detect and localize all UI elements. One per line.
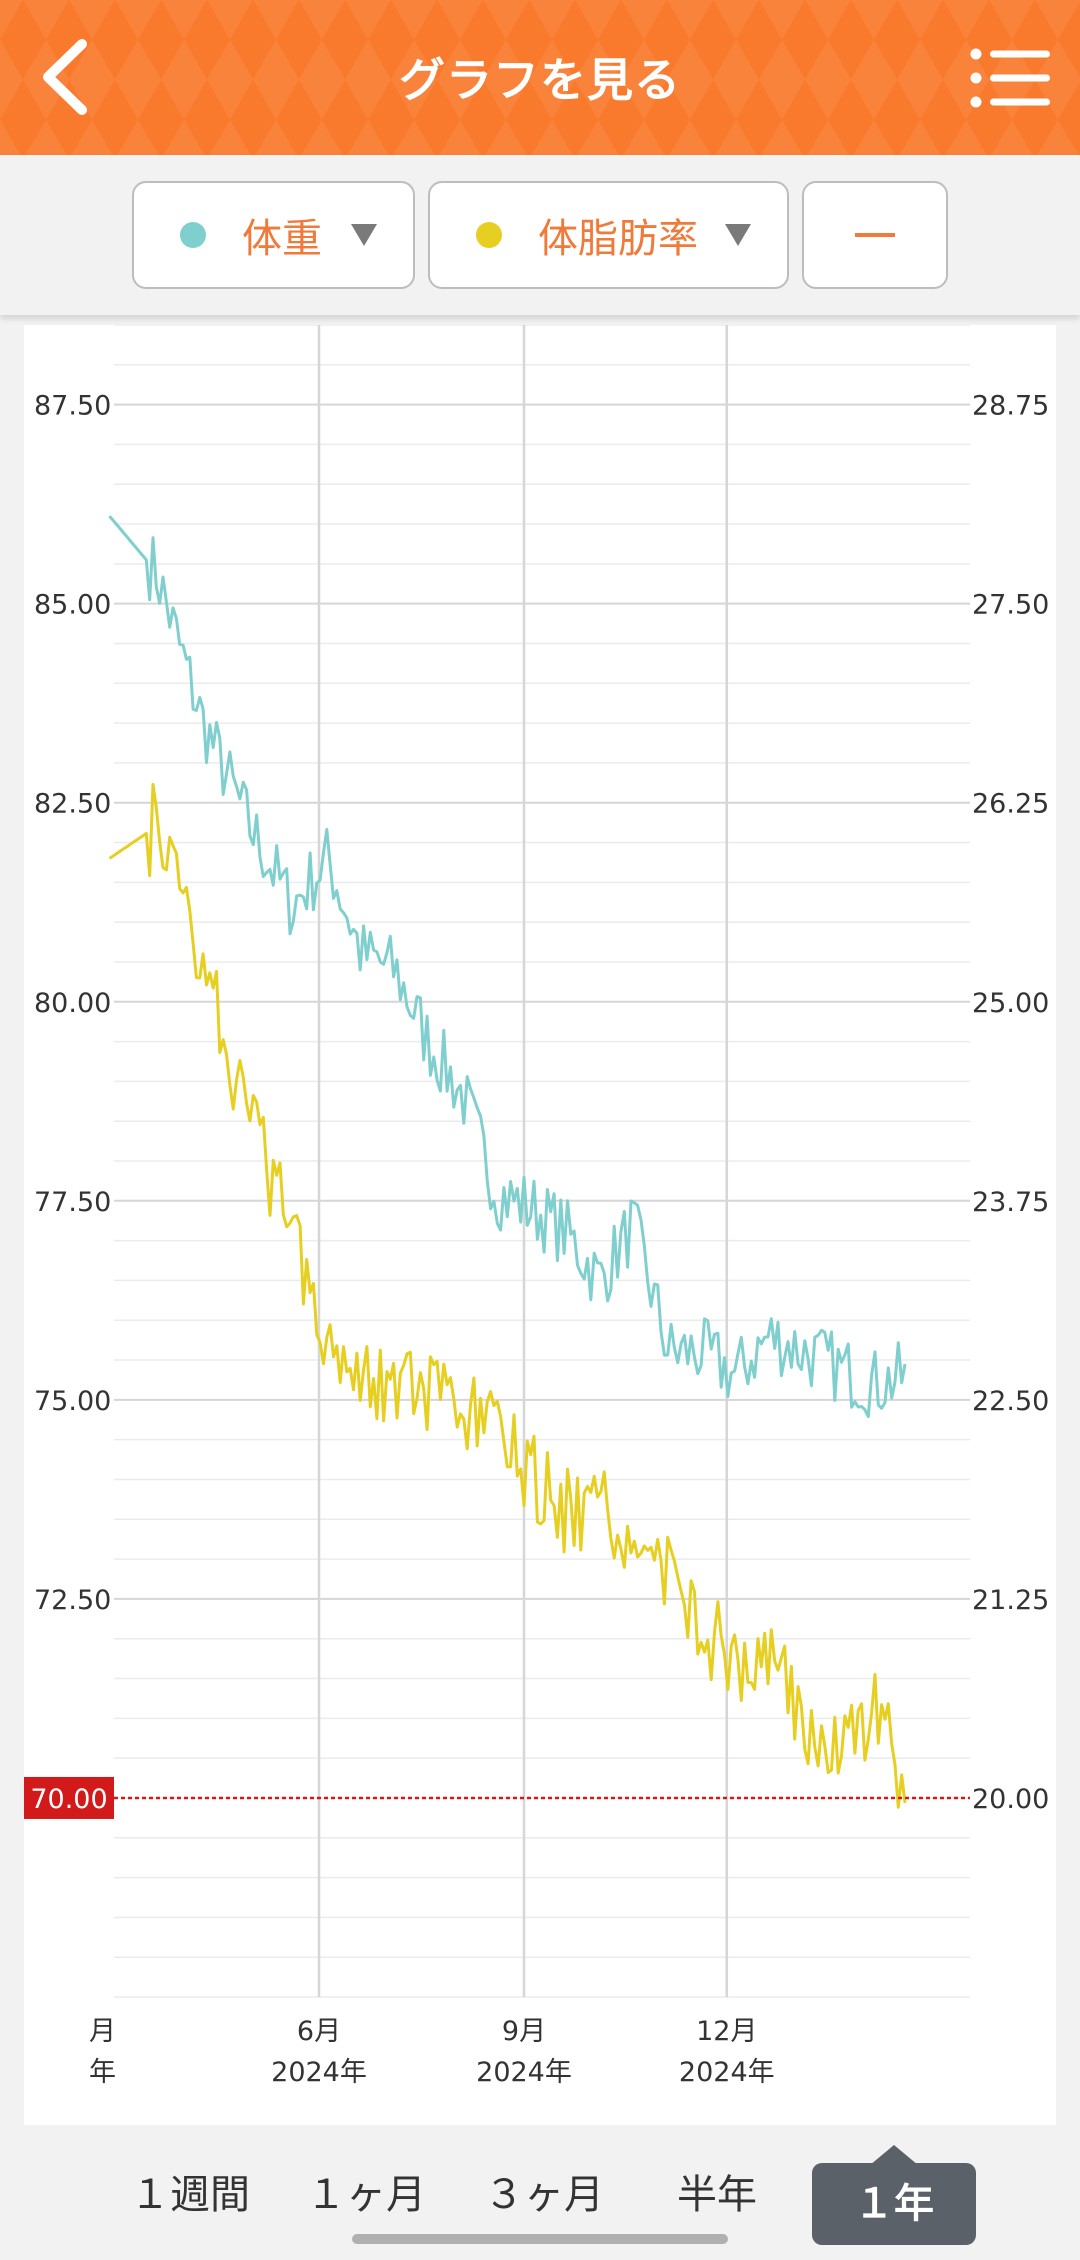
goal-label: 70.00 [30,1784,107,1815]
chevron-left-icon [43,39,87,115]
right-axis-tick-label: 23.75 [972,1187,1049,1218]
right-axis-tick-label: 21.25 [972,1585,1049,1616]
body-fat-series-selector[interactable]: 体脂肪率 [428,181,789,289]
body-fat-series-line [108,782,907,1809]
minus-icon [855,233,895,237]
body-fat-selector-label: 体脂肪率 [538,216,698,262]
left-axis-tick-label: 82.50 [34,789,111,820]
left-axis-tick-label: 72.50 [34,1585,111,1616]
menu-button[interactable] [970,48,1052,108]
left-axis-tick-label: 85.00 [34,590,111,621]
x-axis-month-label: 9月 [502,2016,546,2047]
dropdown-triangle-icon [351,224,377,246]
weight-selector-label: 体重 [242,216,322,262]
home-indicator[interactable] [352,2234,728,2244]
chart-panel: 87.50 85.00 82.50 80.00 77.50 75.00 72.50 28.75… [24,325,1056,2125]
right-axis-tick-label: 20.00 [972,1784,1049,1815]
x-axis-month-label: 6月 [297,2016,341,2047]
tab-half-year[interactable]: 半年 [677,2172,757,2218]
x-axis-year-label: 2024年 [476,2057,572,2088]
tab-3-months[interactable]: ３ヶ月 [484,2172,604,2218]
right-axis-tick-label: 27.50 [972,590,1049,621]
weight-body-fat-chart[interactable]: 87.50 85.00 82.50 80.00 77.50 75.00 72.50 28.75… [24,325,1056,2125]
app-header: グラフを見る [0,0,1080,155]
period-tabs: １週間 １ヶ月 ３ヶ月 半年 １年 [0,2140,1080,2260]
axis-label-mask [24,2005,88,2105]
x-axis-month-label: 12月 [696,2016,757,2047]
body-fat-color-dot [476,222,502,248]
active-tab-caret [870,2145,918,2165]
third-series-selector[interactable]: ー [802,181,948,289]
weight-series-line [108,515,907,1419]
back-button[interactable] [30,32,110,122]
right-axis-tick-label: 25.00 [972,988,1049,1019]
goal-label-background [24,1776,114,1819]
weight-color-dot [180,222,206,248]
page-title: グラフを見る [399,53,681,107]
right-axis-tick-label: 28.75 [972,391,1049,422]
right-axis-tick-label: 22.50 [972,1386,1049,1417]
x-axis-year-label: 2024年 [679,2057,775,2088]
right-axis-tick-label: 26.25 [972,789,1049,820]
left-axis-tick-label: 80.00 [34,988,111,1019]
left-axis-tick-label: 77.50 [34,1187,111,1218]
left-axis-tick-label: 75.00 [34,1386,111,1417]
x-axis-year-label: 2024年 [271,2057,367,2088]
tab-1-year[interactable]: １年 [812,2163,976,2245]
tab-1-week[interactable]: １週間 [130,2172,250,2218]
list-menu-icon [970,48,1050,108]
left-axis-tick-label: 87.50 [34,391,111,422]
series-selector-bar: 体重 体脂肪率 ー [0,155,1080,315]
weight-series-selector[interactable]: 体重 [132,181,415,289]
dropdown-triangle-icon [725,224,751,246]
tab-1-month[interactable]: １ヶ月 [306,2172,426,2218]
